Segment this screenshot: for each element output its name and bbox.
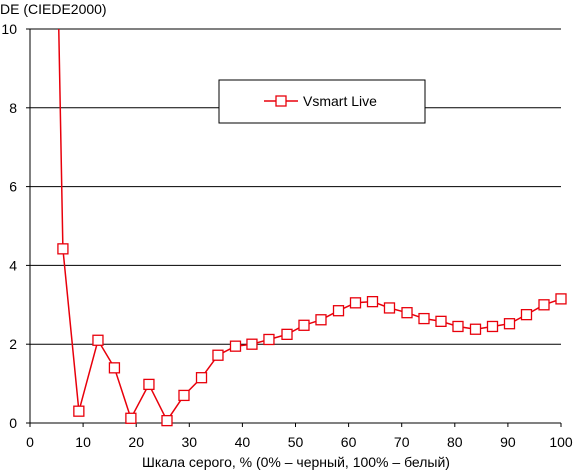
x-tick-label: 10 [75,434,91,450]
y-tick-label: 0 [9,415,17,431]
data-point [366,295,379,308]
data-point [435,315,447,327]
data-point [73,405,85,417]
y-tick-label: 4 [9,257,17,273]
data-point [555,293,567,305]
data-point [246,338,258,350]
x-tick-label: 20 [128,434,144,450]
x-tick-label: 80 [447,434,463,450]
y-tick-label: 10 [1,21,17,37]
legend: Vsmart Live [218,79,426,124]
y-tick-label: 2 [9,336,17,352]
axes [26,28,562,427]
x-axis-label: Шкала серого, % (0% – черный, 100% – бел… [142,454,450,470]
marker-layer [57,243,567,427]
data-point [161,414,173,427]
y-axis-label: DE (CIEDE2000) [0,1,107,17]
data-point [108,362,121,374]
x-tick-label: 50 [288,434,304,450]
data-point [92,334,104,346]
y-tick-label: 6 [9,179,17,195]
data-point [332,305,345,317]
data-point [418,312,430,325]
data-point [401,307,413,319]
data-point [520,308,533,321]
data-point [57,243,69,255]
x-tick-label: 60 [341,434,357,450]
data-point [503,318,516,330]
data-point [298,319,310,331]
data-point [538,299,550,311]
x-tick-label: 70 [394,434,410,450]
data-point [143,378,155,391]
data-point [452,320,464,333]
gridlines [30,28,561,345]
x-tick-label: 0 [26,434,34,450]
data-point [383,302,396,314]
data-point [486,320,499,333]
legend-box [218,79,426,124]
y-tick-label: 8 [9,100,17,116]
data-point [195,372,208,384]
data-point [263,333,275,346]
data-point [229,340,242,352]
x-tick-label: 100 [549,434,573,450]
legend-label: Vsmart Live [303,93,377,109]
data-point [212,349,224,361]
x-tick-label: 40 [235,434,251,450]
data-point [178,389,190,402]
data-point [125,412,137,424]
legend-marker [275,95,287,107]
data-point [281,328,293,341]
x-tick-label: 90 [500,434,516,450]
x-tick-label: 30 [182,434,198,450]
data-point [349,297,362,309]
data-point [469,323,482,335]
data-point [315,314,327,326]
